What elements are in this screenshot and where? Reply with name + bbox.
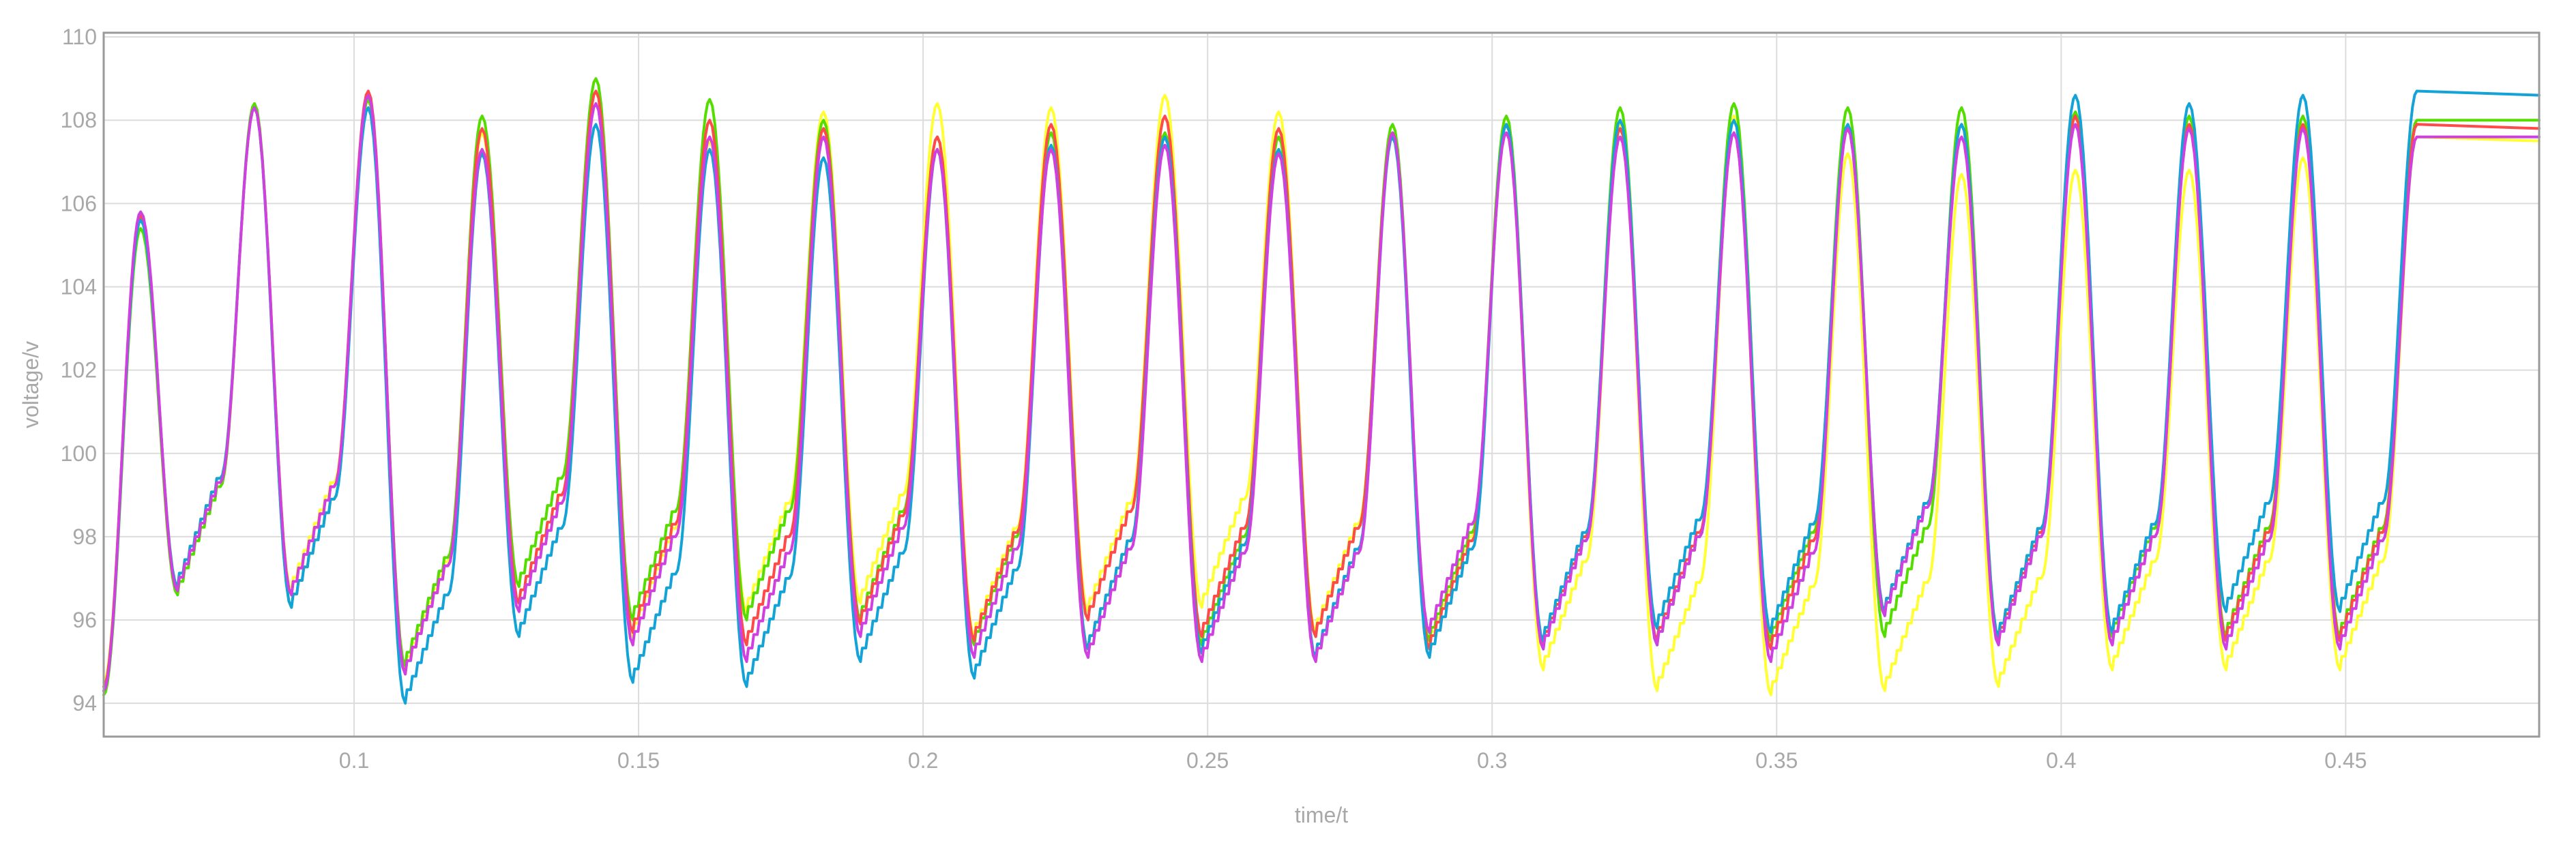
y-tick-label: 94 [72,691,97,715]
y-tick-label: 110 [62,25,97,49]
series-layer [102,77,2541,705]
y-tick-label: 106 [61,191,97,216]
y-tick-label: 96 [72,608,97,632]
series-line-5 [102,93,2541,692]
y-tick-label: 100 [61,441,97,466]
y-tick-label: 108 [61,108,97,132]
x-tick-label: 0.4 [2046,748,2076,773]
plot-frame [102,31,2541,738]
x-axis-title: time/t [1295,803,1348,827]
series-line-1 [102,89,2541,696]
y-tick-label: 104 [61,274,97,299]
tick-label-layer: 94 96 98 100 102 104 106 108 110 0.1 0.15 0.2 0.25 0.… [61,25,2367,773]
x-tick-label: 0.15 [617,748,660,773]
x-tick-label: 0.35 [1755,748,1798,773]
x-tick-label: 0.3 [1477,748,1507,773]
series-line-3 [102,89,2541,688]
y-axis-title: voltage/v [18,341,43,428]
y-tick-label: 102 [61,358,97,383]
x-tick-label: 0.45 [2324,748,2367,773]
series-line-2 [102,77,2541,696]
y-tick-label: 98 [72,524,97,549]
x-tick-label: 0.2 [908,748,938,773]
x-tick-label: 0.1 [339,748,369,773]
x-tick-label: 0.25 [1186,748,1229,773]
